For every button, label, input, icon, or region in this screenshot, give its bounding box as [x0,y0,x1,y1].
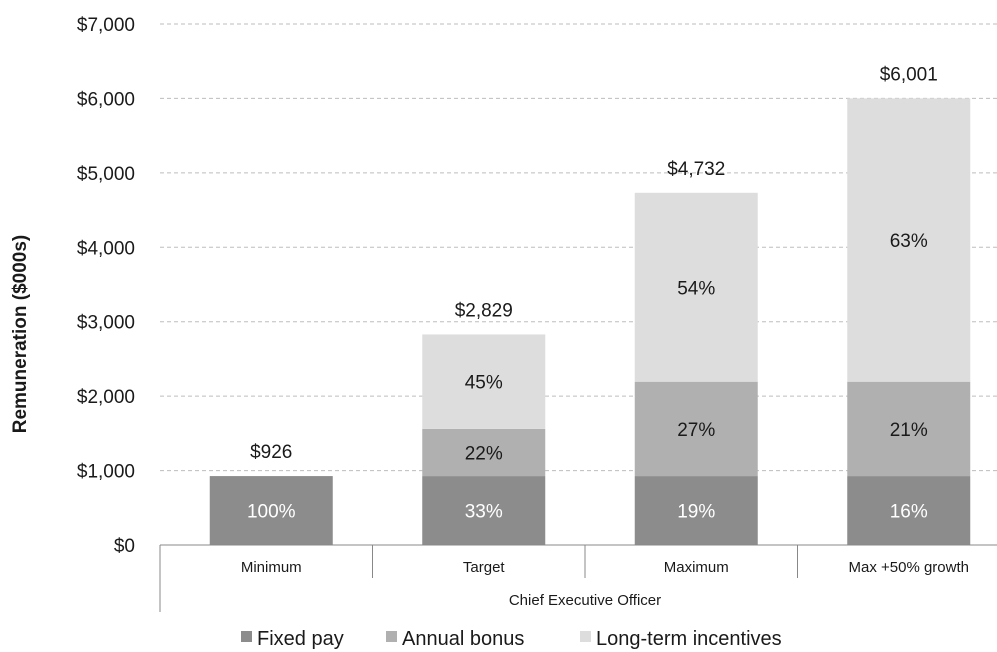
segment-percent-label: 22% [465,443,503,464]
y-axis-ticks: $0 $1,000 $2,000 $3,000 $4,000 $5,000 $6,000 $7… [77,15,135,557]
segment-percent-label: 100% [247,502,296,523]
bar-segment [634,476,758,545]
x-category-label: Maximum [664,559,729,576]
y-tick-label: $7,000 [77,15,135,36]
y-axis-label: Remuneration ($000s) [10,235,31,434]
legend: Fixed pay Annual bonus Long-term incentive… [241,628,782,650]
y-tick-label: $0 [114,536,135,557]
bar-segment [847,98,971,382]
segment-percent-label: 21% [890,420,928,441]
bar-segment [634,192,758,382]
segment-percent-label: 16% [890,502,928,523]
bar-stack-group: 100% $926 33% 22% 45% $2,829 19% 27% 54% $4,732 16… [209,64,971,545]
y-tick-label: $1,000 [77,462,135,483]
legend-swatch [580,631,591,642]
bar-total-label: $4,732 [667,159,725,180]
y-tick-label: $4,000 [77,238,135,259]
y-tick-label: $6,000 [77,89,135,110]
legend-label: Long-term incentives [596,628,782,650]
legend-label: Annual bonus [402,628,524,650]
segment-percent-label: 54% [677,278,715,299]
y-tick-label: $5,000 [77,164,135,185]
bar-segment [634,381,758,477]
bar-total-label: $926 [250,442,292,463]
legend-swatch [386,631,397,642]
segment-percent-label: 33% [465,502,503,523]
bar-total-label: $2,829 [455,300,513,321]
segment-percent-label: 45% [465,373,503,394]
y-tick-label: $3,000 [77,313,135,334]
legend-swatch [241,631,252,642]
legend-label: Fixed pay [257,628,344,650]
bar-segment [847,476,971,545]
bar-segment [422,334,546,429]
bar-segment [209,476,333,545]
segment-percent-label: 19% [677,502,715,523]
bar-segment [422,428,546,477]
y-tick-label: $2,000 [77,387,135,408]
segment-percent-label: 27% [677,420,715,441]
segment-percent-label: 63% [890,231,928,252]
bar-segment [847,381,971,477]
bar-segment [422,476,546,545]
x-axis-group-label: Chief Executive Officer [509,592,661,609]
x-category-label: Minimum [241,559,302,576]
x-category-label: Target [463,559,506,576]
x-axis: Minimum Target Maximum Max +50% growth [159,544,997,612]
bar-total-label: $6,001 [880,64,938,85]
x-category-label: Max +50% growth [849,559,969,576]
